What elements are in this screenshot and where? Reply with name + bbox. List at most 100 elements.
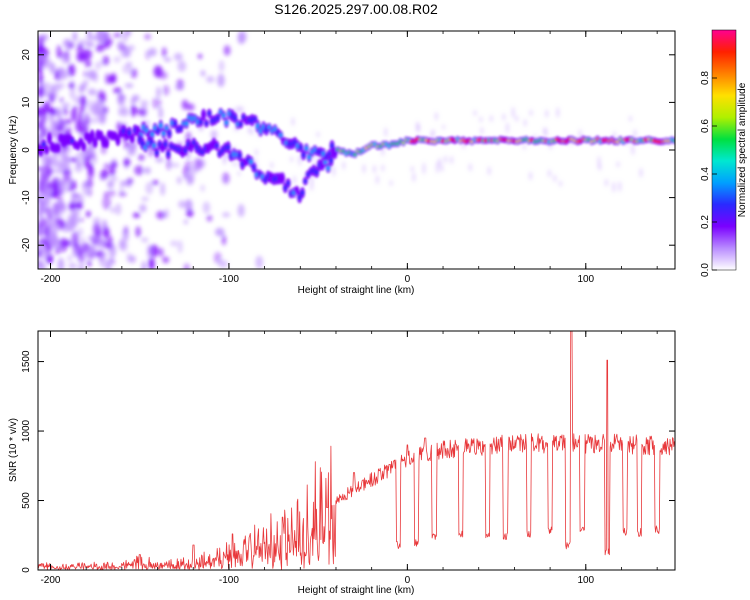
- heatmap-noise-blob: [182, 165, 190, 180]
- heatmap-noise-blob: [55, 110, 62, 119]
- heatmap-noise-blob: [58, 203, 67, 213]
- heatmap-noise-blob: [435, 112, 438, 121]
- heatmap-noise-blob: [105, 261, 112, 269]
- heatmap-noise-blob: [106, 189, 116, 198]
- heatmap-noise-blob: [87, 88, 97, 96]
- heatmap-noise-blob: [65, 126, 72, 134]
- heatmap-noise-blob: [158, 247, 164, 257]
- heatmap-ridge-cell: [298, 145, 303, 150]
- heatmap-noise-blob: [123, 225, 129, 234]
- heatmap-ridge-cell: [152, 143, 156, 148]
- heatmap-noise-blob: [72, 31, 78, 42]
- heatmap-ridge-cell: [238, 122, 243, 127]
- heatmap-noise-blob: [422, 162, 426, 175]
- heatmap-noise-blob: [218, 60, 225, 72]
- heatmap-noise-blob: [151, 180, 159, 185]
- heatmap-noise-blob: [548, 169, 551, 178]
- heatmap-noise-blob: [38, 166, 43, 171]
- heatmap-noise-blob: [85, 210, 91, 218]
- heatmap-noise-blob: [43, 246, 49, 252]
- heatmap-x-axis-label: Height of straight line (km): [298, 285, 415, 296]
- heatmap-noise-blob: [629, 115, 632, 122]
- heatmap-noise-blob: [174, 85, 185, 91]
- heatmap-noise-blob: [102, 55, 110, 65]
- heatmap-ridge-cell: [314, 169, 319, 175]
- heatmap-noise-blob: [122, 64, 132, 74]
- heatmap-noise-blob: [38, 202, 44, 216]
- heatmap-noise-blob: [68, 202, 75, 211]
- heatmap-noise-blob: [43, 195, 51, 207]
- heatmap-ridge-cell: [56, 145, 60, 151]
- heatmap-noise-blob: [69, 214, 79, 227]
- heatmap-noise-blob: [440, 164, 444, 172]
- heatmap-noise-blob: [270, 161, 273, 169]
- heatmap-noise-blob: [62, 173, 72, 187]
- heatmap-noise-blob: [78, 39, 88, 45]
- heatmap-noise-blob: [61, 155, 68, 163]
- heatmap-noise-blob: [166, 157, 172, 171]
- heatmap-noise-blob: [40, 48, 50, 58]
- heatmap-y-axis-label: Frequency (Hz): [8, 116, 19, 185]
- heatmap-noise-blob: [47, 228, 57, 236]
- heatmap-noise-blob: [88, 235, 97, 242]
- heatmap-noise-blob: [222, 212, 231, 218]
- heatmap-noise-blob: [43, 189, 51, 196]
- heatmap-noise-blob: [83, 70, 90, 78]
- heatmap-ridge-cell: [672, 139, 675, 143]
- heatmap-y-tick-label: -20: [21, 238, 32, 253]
- heatmap-noise-blob: [217, 73, 225, 88]
- heatmap-noise-blob: [177, 60, 187, 72]
- heatmap-y-tick-label: 0: [21, 147, 32, 153]
- heatmap-y-tick-label: 10: [21, 96, 32, 108]
- heatmap-noise-blob: [82, 48, 92, 61]
- heatmap-noise-blob: [88, 162, 94, 176]
- heatmap-noise-blob: [156, 210, 166, 220]
- heatmap-noise-blob: [71, 108, 77, 122]
- heatmap-noise-blob: [416, 121, 419, 132]
- snr-frame: [37, 330, 676, 571]
- heatmap-ridge-cell: [214, 143, 219, 149]
- heatmap-noise-blob: [48, 222, 57, 229]
- heatmap-noise-blob: [46, 167, 53, 177]
- heatmap-noise-blob: [57, 184, 64, 194]
- heatmap-noise-blob: [42, 101, 51, 113]
- heatmap-noise-blob: [84, 60, 92, 68]
- heatmap-noise-blob: [291, 117, 295, 126]
- heatmap-noise-blob: [529, 171, 532, 181]
- heatmap-ridge-cell: [44, 147, 49, 152]
- heatmap-noise-blob: [181, 99, 189, 110]
- heatmap-noise-blob: [68, 262, 77, 269]
- heatmap-noise-blob: [218, 259, 229, 268]
- heatmap-noise-blob: [89, 244, 96, 256]
- heatmap-noise-blob: [42, 163, 49, 170]
- heatmap-ridge-cell: [283, 185, 288, 191]
- heatmap-noise-blob: [51, 120, 60, 126]
- heatmap-noise-blob: [107, 180, 115, 189]
- heatmap-noise-blob: [60, 220, 65, 229]
- heatmap-noise-blob: [559, 180, 562, 187]
- chart-title: S126.2025.297.00.08.R02: [274, 1, 438, 17]
- heatmap-noise-blob: [523, 144, 526, 150]
- heatmap-ridge-cell: [294, 188, 299, 193]
- heatmap-noise-blob: [38, 242, 43, 251]
- heatmap-noise-blob: [50, 157, 60, 168]
- heatmap-noise-blob: [148, 257, 155, 269]
- heatmap-noise-blob: [69, 87, 76, 100]
- heatmap-noise-blob: [78, 95, 87, 109]
- snr-x-tick-label: -200: [40, 575, 60, 586]
- heatmap-noise-blob: [43, 92, 49, 98]
- heatmap-noise-blob: [178, 200, 186, 209]
- heatmap-noise-blob: [51, 86, 56, 100]
- heatmap-noise-blob: [96, 89, 106, 101]
- snr-y-tick-label: 1000: [21, 419, 32, 442]
- heatmap-noise-blob: [255, 255, 264, 269]
- heatmap-noise-blob: [237, 31, 246, 45]
- heatmap-noise-blob: [135, 226, 141, 238]
- heatmap-noise-blob: [130, 98, 137, 104]
- heatmap-y-tick-label: 20: [21, 49, 32, 61]
- heatmap-noise-blob: [170, 162, 180, 168]
- heatmap-x-tick-label: -200: [40, 274, 60, 285]
- heatmap-noise-blob: [222, 172, 230, 184]
